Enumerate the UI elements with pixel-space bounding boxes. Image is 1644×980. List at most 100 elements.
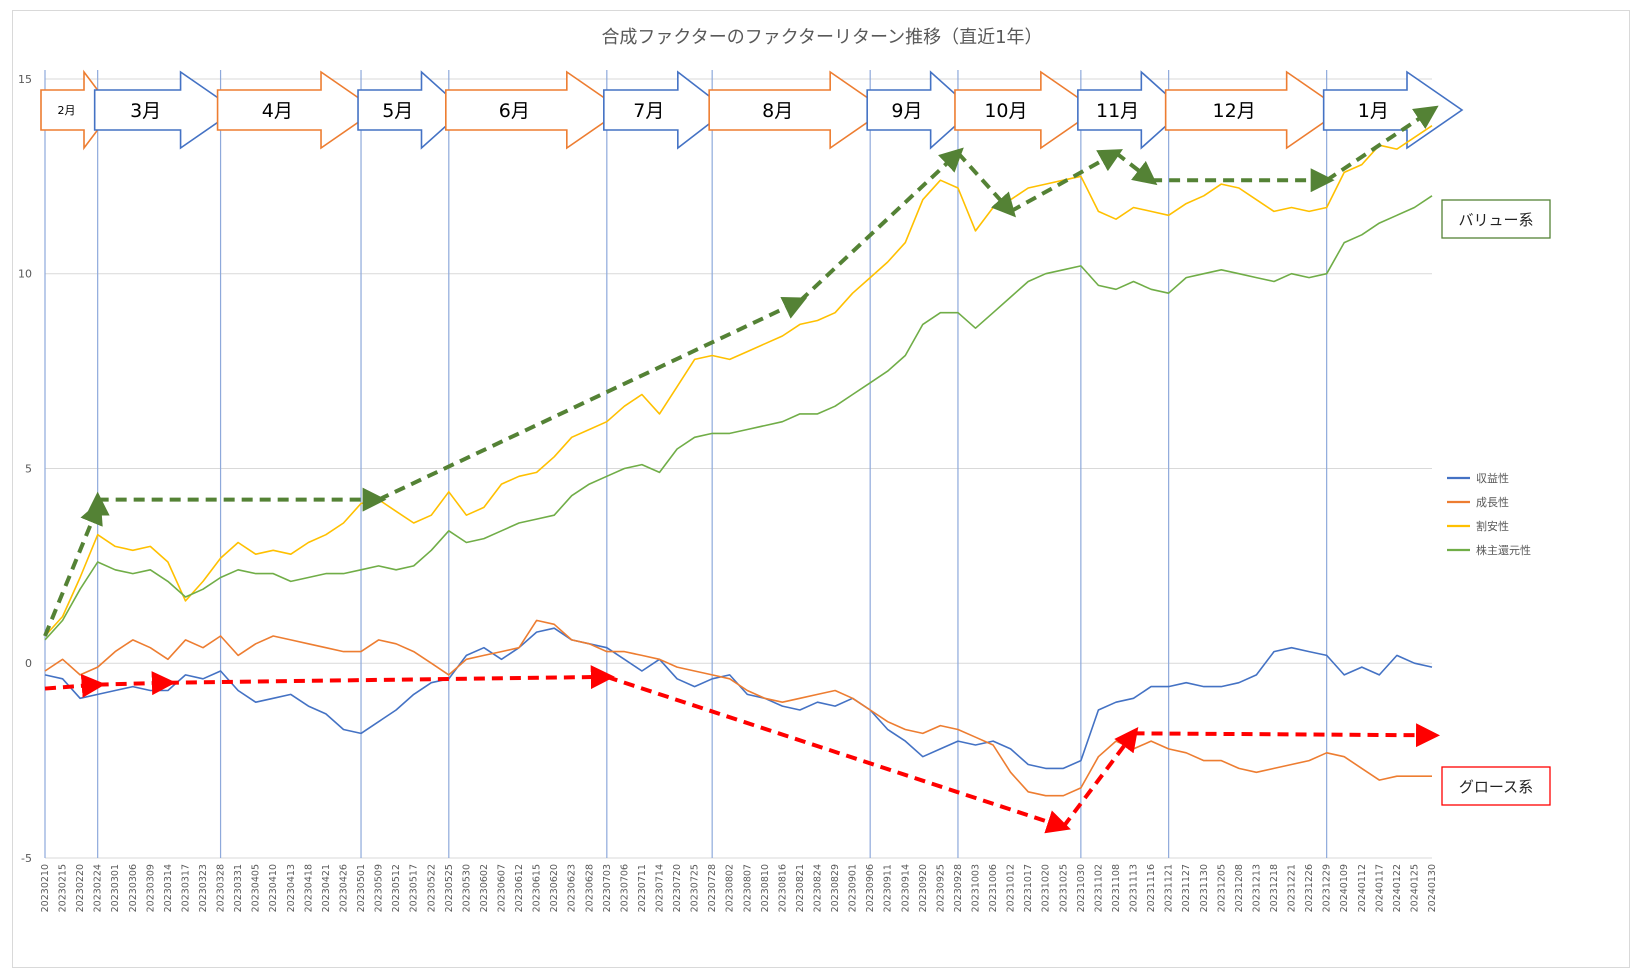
x-tick-label: 20230720	[672, 864, 683, 912]
trend-arrow-segment	[1061, 726, 1139, 829]
month-banner-arrow	[1077, 70, 1185, 150]
month-banners: 2月 3月 4月 5月 6月 7月 8月 9月 10月 11月 12月 1月	[40, 69, 1464, 151]
annotation-box	[1441, 199, 1551, 239]
series-lines	[44, 125, 1433, 797]
trend-arrow-segment	[606, 674, 1071, 834]
legend-label: 割安性	[1476, 519, 1509, 533]
x-tick-label: 20230522	[426, 864, 437, 912]
x-tick-label: 20230418	[303, 864, 314, 912]
x-tick-label: 20230317	[180, 864, 191, 912]
x-tick-label: 20230413	[286, 864, 297, 912]
x-tick-label: 20230210	[40, 864, 51, 912]
x-tick-label: 20230911	[883, 864, 894, 912]
trend-arrows	[43, 105, 1440, 834]
x-tick-label: 20230714	[654, 864, 665, 912]
x-tick-label: 20230725	[690, 864, 701, 912]
x-tick-label: 20231017	[1023, 864, 1034, 912]
x-tick-label: 20230331	[233, 864, 244, 912]
x-tick-label: 20231226	[1304, 864, 1315, 912]
x-tick-label: 20231108	[1111, 864, 1122, 912]
x-tick-label: 20230920	[918, 864, 929, 912]
month-banner-label: 11月	[1096, 100, 1139, 122]
trend-arrow-segment	[1133, 723, 1440, 748]
chart-title: 合成ファクターのファクターリターン推移（直近1年）	[601, 27, 1042, 48]
trend-arrow-segment	[1114, 151, 1158, 186]
x-tick-label: 20230517	[409, 864, 420, 912]
y-axis: 15 10 5 0 -5	[18, 73, 32, 865]
x-tick-label: 20230821	[795, 864, 806, 912]
x-tick-label: 20240130	[1427, 864, 1438, 912]
month-banner-label: 10月	[984, 100, 1027, 122]
month-banner-arrow	[954, 70, 1098, 150]
x-tick-label: 20231208	[1234, 864, 1245, 912]
month-banner-label: 5月	[382, 100, 413, 122]
x-tick-label: 20231205	[1216, 864, 1227, 912]
month-banner-arrow	[445, 70, 624, 150]
x-tick-label: 20231003	[971, 864, 982, 912]
x-tick-label: 20231012	[1006, 864, 1017, 912]
legend-label: 株主還元性	[1476, 543, 1531, 557]
x-tick-label: 20230706	[619, 864, 630, 912]
x-tick-label: 20230703	[602, 864, 613, 912]
x-tick-label: 20240117	[1374, 864, 1385, 912]
month-banner-arrow	[708, 70, 887, 150]
x-tick-label: 20230220	[75, 864, 86, 912]
x-tick-label: 20230224	[93, 864, 104, 912]
month-banner-label: 8月	[762, 100, 793, 122]
x-tick-label: 20240109	[1339, 864, 1350, 912]
annotation-label: バリュー系	[1458, 211, 1533, 229]
month-banner-arrow	[357, 70, 466, 150]
x-tick-label: 20240112	[1357, 864, 1368, 912]
x-tick-label: 20230323	[198, 864, 209, 912]
x-tick-label: 20230525	[444, 864, 455, 912]
x-tick-label: 20230501	[356, 864, 367, 912]
month-banner-label: 2月	[58, 104, 76, 117]
x-tick-label: 20230314	[163, 864, 174, 912]
x-tick-label: 20231130	[1199, 864, 1210, 912]
x-tick-label: 20231025	[1058, 864, 1069, 912]
series-line	[44, 125, 1433, 637]
x-tick-label: 20230530	[461, 864, 472, 912]
x-tick-label: 20230816	[777, 864, 788, 912]
x-tick-label: 20230628	[584, 864, 595, 912]
x-tick-label: 20231218	[1269, 864, 1280, 912]
month-banner-label: 3月	[130, 100, 161, 122]
x-tick-label: 20230824	[813, 864, 824, 912]
x-tick-label: 20230623	[567, 864, 578, 912]
annotation-label: グロース系	[1459, 778, 1533, 796]
series-line	[44, 619, 1432, 797]
x-tick-label: 20231020	[1041, 864, 1052, 912]
y-tick-label: 10	[18, 268, 32, 281]
x-tick-label: 20230421	[321, 864, 332, 912]
x-tick-label: 20230810	[760, 864, 771, 912]
x-tick-label: 20231221	[1287, 864, 1298, 912]
trend-arrow-segment	[798, 147, 964, 303]
month-dividers	[44, 70, 1328, 858]
month-banner-label: 6月	[499, 100, 530, 122]
x-tick-label: 20230309	[145, 864, 156, 912]
legend-label: 収益性	[1476, 471, 1509, 485]
series-line	[44, 627, 1433, 770]
x-tick-label: 20230410	[268, 864, 279, 912]
x-tick-label: 20230615	[532, 864, 543, 912]
chart-frame	[12, 10, 1630, 968]
month-banner-label: 1月	[1358, 100, 1389, 122]
month-banner-label: 12月	[1213, 100, 1256, 122]
trend-arrow-segment	[43, 500, 103, 637]
x-tick-label: 20230802	[725, 864, 736, 912]
month-banner-arrow	[216, 70, 378, 150]
x-tick-label: 20230328	[216, 864, 227, 912]
trend-arrow-segment	[377, 296, 808, 502]
x-tick-label: 20230711	[637, 864, 648, 912]
x-tick-label: 20240125	[1409, 864, 1420, 912]
trend-arrow-segment	[1325, 105, 1439, 182]
legend-label: 成長性	[1476, 495, 1509, 509]
x-tick-label: 20230906	[865, 864, 876, 912]
month-banner-arrow	[603, 70, 729, 150]
x-tick-label: 20230928	[953, 864, 964, 912]
x-tick-label: 20231127	[1181, 864, 1192, 912]
x-tick-label: 20230829	[830, 864, 841, 912]
